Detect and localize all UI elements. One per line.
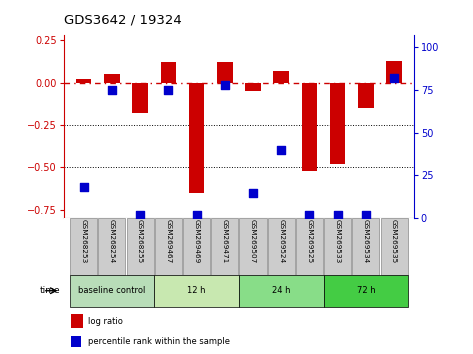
Text: GSM269535: GSM269535 [391,219,397,263]
FancyBboxPatch shape [126,218,154,275]
FancyBboxPatch shape [239,275,324,307]
Point [165,87,172,93]
FancyBboxPatch shape [183,218,210,275]
Text: 24 h: 24 h [272,286,290,295]
Bar [330,83,345,164]
Point [362,212,370,218]
Point [221,82,228,88]
Bar [302,83,317,171]
Text: GSM269507: GSM269507 [250,219,256,263]
Text: GSM268254: GSM268254 [109,219,115,263]
Point [278,147,285,153]
FancyBboxPatch shape [70,218,97,275]
Text: GSM269469: GSM269469 [193,219,200,263]
FancyBboxPatch shape [70,275,154,307]
Text: GDS3642 / 19324: GDS3642 / 19324 [64,13,182,27]
FancyBboxPatch shape [324,275,408,307]
Bar [217,62,233,83]
Bar [132,83,148,113]
Point [80,184,88,190]
FancyBboxPatch shape [381,218,408,275]
Bar [76,79,91,83]
Bar [160,62,176,83]
FancyBboxPatch shape [239,218,266,275]
FancyBboxPatch shape [324,218,351,275]
Text: time: time [39,286,60,295]
Text: GSM269471: GSM269471 [222,219,228,263]
Text: GSM269533: GSM269533 [335,219,341,263]
FancyBboxPatch shape [98,218,125,275]
Bar [189,83,204,193]
Bar [358,83,374,108]
Text: GSM269525: GSM269525 [307,219,313,263]
Bar [245,83,261,91]
Bar [104,74,120,83]
FancyBboxPatch shape [154,275,239,307]
Point [136,212,144,218]
Text: baseline control: baseline control [78,286,146,295]
Point [249,190,257,195]
FancyBboxPatch shape [352,218,379,275]
Bar [386,61,402,83]
Bar [273,71,289,83]
Text: GSM269524: GSM269524 [278,219,284,263]
Text: 72 h: 72 h [357,286,375,295]
Bar [71,314,83,328]
FancyBboxPatch shape [211,218,238,275]
Text: log ratio: log ratio [88,317,123,326]
Point [108,87,115,93]
Point [390,75,398,81]
Text: GSM268253: GSM268253 [80,219,87,263]
Point [306,212,313,218]
FancyBboxPatch shape [155,218,182,275]
Text: percentile rank within the sample: percentile rank within the sample [88,337,230,346]
Text: 12 h: 12 h [187,286,206,295]
Point [193,212,200,218]
FancyBboxPatch shape [268,218,295,275]
Bar [71,336,81,347]
Text: GSM268255: GSM268255 [137,219,143,263]
FancyBboxPatch shape [296,218,323,275]
Text: GSM269534: GSM269534 [363,219,369,263]
Text: GSM269467: GSM269467 [165,219,171,263]
Point [334,212,342,218]
